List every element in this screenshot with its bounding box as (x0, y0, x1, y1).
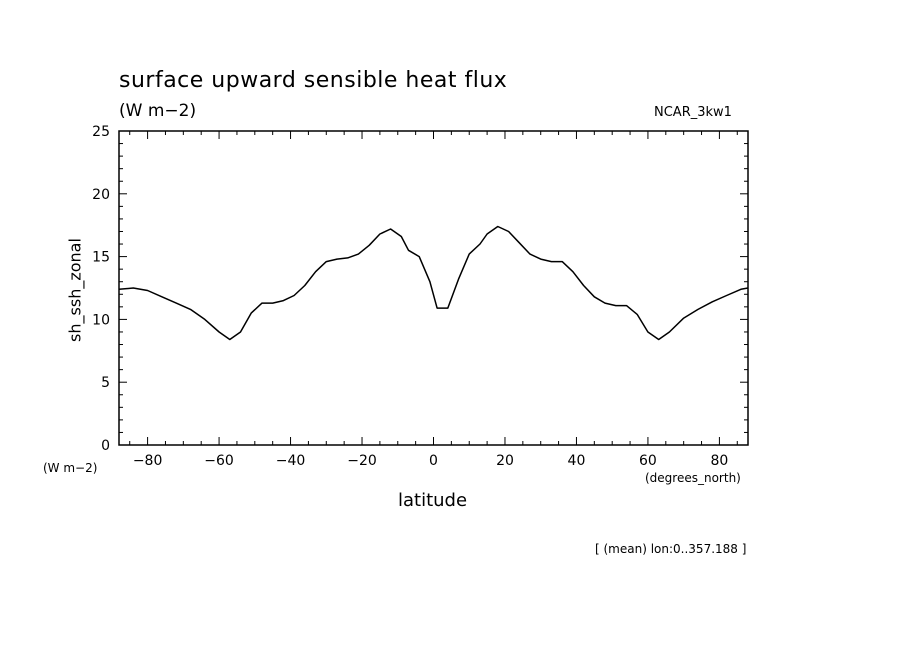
x-tick-label: −60 (204, 453, 234, 469)
x-tick-label: 40 (568, 453, 586, 469)
axis-tick-labels: −80 −60 −40 −20 0 20 40 60 80 0 5 10 15 20 25 (92, 124, 728, 469)
y-tick-label: 20 (92, 187, 110, 203)
x-axis-label: latitude (398, 490, 468, 511)
x-tick-label: −20 (347, 453, 377, 469)
x-tick-label: 20 (496, 453, 514, 469)
x-tick-label: 0 (429, 453, 438, 469)
x-tick-label: 60 (639, 453, 657, 469)
y-tick-label: 0 (101, 438, 110, 454)
series-line (118, 225, 749, 341)
chart-title: surface upward sensible heat flux (119, 68, 508, 93)
y-tick-label: 15 (92, 250, 110, 266)
x-axis-unit-label: (degrees_north) (645, 471, 741, 485)
y-tick-label: 25 (92, 124, 110, 140)
plot-frame (118, 130, 749, 446)
y-tick-label: 10 (92, 312, 110, 328)
axis-ticks (119, 130, 748, 446)
chart-units: (W m−2) (119, 101, 197, 121)
x-tick-label: −80 (133, 453, 163, 469)
y-axis-unit-label: (W m−2) (43, 461, 98, 475)
model-label: NCAR_3kw1 (654, 105, 732, 120)
x-tick-label: 80 (710, 453, 728, 469)
y-tick-label: 5 (101, 375, 110, 391)
x-tick-label: −40 (276, 453, 306, 469)
footnote: [ (mean) lon:0..357.188 ] (595, 542, 747, 556)
